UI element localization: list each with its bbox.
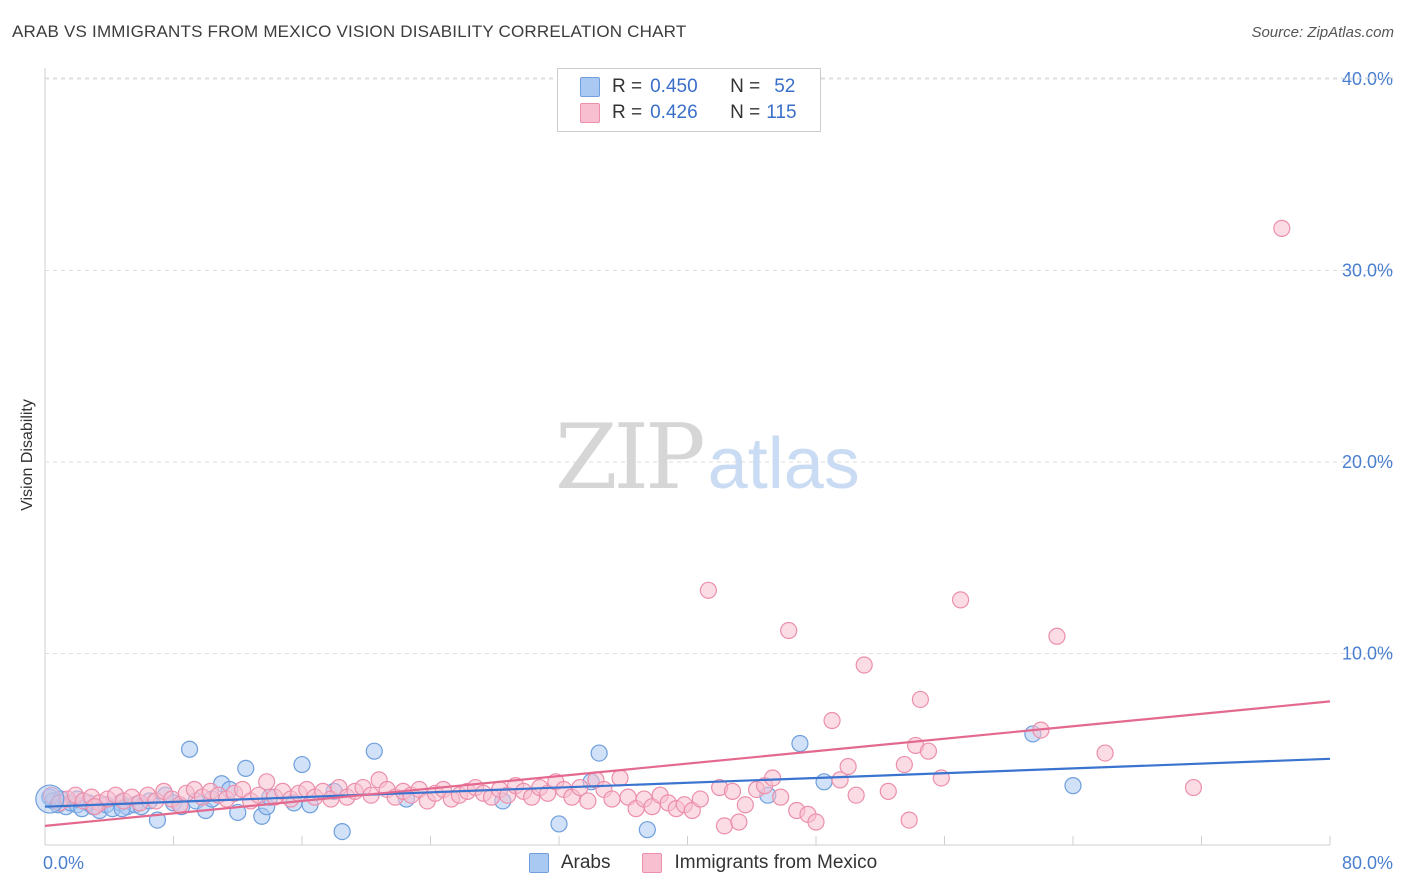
mexico-point <box>807 813 825 831</box>
mexico-point <box>723 782 742 800</box>
y-tick-label: 10.0% <box>1342 644 1393 664</box>
mexico-point <box>730 813 748 831</box>
legend-r-value-arabs: 0.450 <box>650 76 698 97</box>
mexico-point <box>772 788 790 806</box>
watermark-atlas: atlas <box>707 424 860 504</box>
legend-label-arabs: Arabs <box>560 852 611 873</box>
x-tick-label: 0.0% <box>43 853 84 873</box>
legend-item-mexico[interactable]: Immigrants from Mexico <box>642 852 877 874</box>
arab-point <box>35 784 65 814</box>
arab-point <box>333 822 351 841</box>
legend-row-mexico: R = 0.426 N = 115 <box>580 102 797 124</box>
mexico-point <box>951 591 970 609</box>
mexico-point <box>847 786 865 804</box>
chart-title: ARAB VS IMMIGRANTS FROM MEXICO VISION DI… <box>12 22 687 41</box>
y-tick-label: 40.0% <box>1342 69 1393 89</box>
mexico-point <box>839 757 857 776</box>
legend-n-value-mexico: 115 <box>766 102 797 123</box>
mexico-point <box>579 792 597 810</box>
arab-point <box>550 815 568 833</box>
legend-swatch-mexico <box>580 103 600 123</box>
legend-n-label: N = <box>730 102 761 123</box>
mexico-point <box>823 711 841 730</box>
arab-point <box>365 742 383 760</box>
mexico-point <box>1096 744 1114 762</box>
mexico-point <box>715 817 734 835</box>
arab-point <box>180 740 199 758</box>
correlation-legend: R = 0.450 N = 52 R = 0.426 N = 115 <box>557 68 821 132</box>
arab-point <box>1064 777 1082 795</box>
mexico-trend-line <box>44 700 1331 827</box>
mexico-point <box>691 790 709 808</box>
mexico-point <box>736 796 754 814</box>
mexico-point <box>780 621 798 640</box>
mexico-point <box>603 790 621 808</box>
legend-swatch-mexico <box>642 853 663 873</box>
mexico-point <box>86 798 104 816</box>
legend-swatch-arabs <box>528 853 549 873</box>
legend-n-label: N = <box>730 76 761 97</box>
mexico-point <box>764 769 782 787</box>
mexico-point <box>919 742 938 760</box>
legend-item-arabs[interactable]: Arabs <box>528 852 611 874</box>
mexico-point <box>879 782 897 800</box>
arab-point <box>237 759 255 778</box>
mexico-point <box>895 755 913 774</box>
arab-point <box>791 734 809 753</box>
legend-r-value-mexico: 0.426 <box>650 102 698 123</box>
arab-point <box>590 744 608 762</box>
arab-point <box>638 821 656 839</box>
watermark: ZIPatlas <box>555 405 860 510</box>
arab-trend-line <box>44 757 1331 808</box>
legend-r-label: R = <box>612 102 643 123</box>
mexico-point <box>258 773 276 791</box>
legend-n-value-arabs: 52 <box>774 76 796 97</box>
y-tick-label: 20.0% <box>1342 452 1393 472</box>
legend-row-arabs: R = 0.450 N = 52 <box>580 76 795 98</box>
source-label: Source: ZipAtlas.com <box>1251 24 1394 41</box>
legend-r-label: R = <box>612 76 643 97</box>
legend-swatch-arabs <box>580 77 600 97</box>
series-legend: Arabs Immigrants from Mexico <box>0 852 1406 874</box>
arab-point <box>815 773 833 791</box>
mexico-point <box>855 656 873 674</box>
y-tick-label: 30.0% <box>1342 261 1393 281</box>
mexico-point <box>900 811 918 829</box>
arab-point <box>293 755 311 774</box>
mexico-point <box>1184 778 1203 797</box>
mexico-point <box>611 769 629 787</box>
legend-label-mexico: Immigrants from Mexico <box>674 852 878 873</box>
watermark-zip: ZIP <box>555 405 706 510</box>
x-tick-label: 80.0% <box>1342 853 1393 873</box>
mexico-point <box>699 581 717 599</box>
mexico-point <box>1048 627 1066 645</box>
mexico-point <box>911 690 930 709</box>
mexico-point <box>1273 219 1291 237</box>
